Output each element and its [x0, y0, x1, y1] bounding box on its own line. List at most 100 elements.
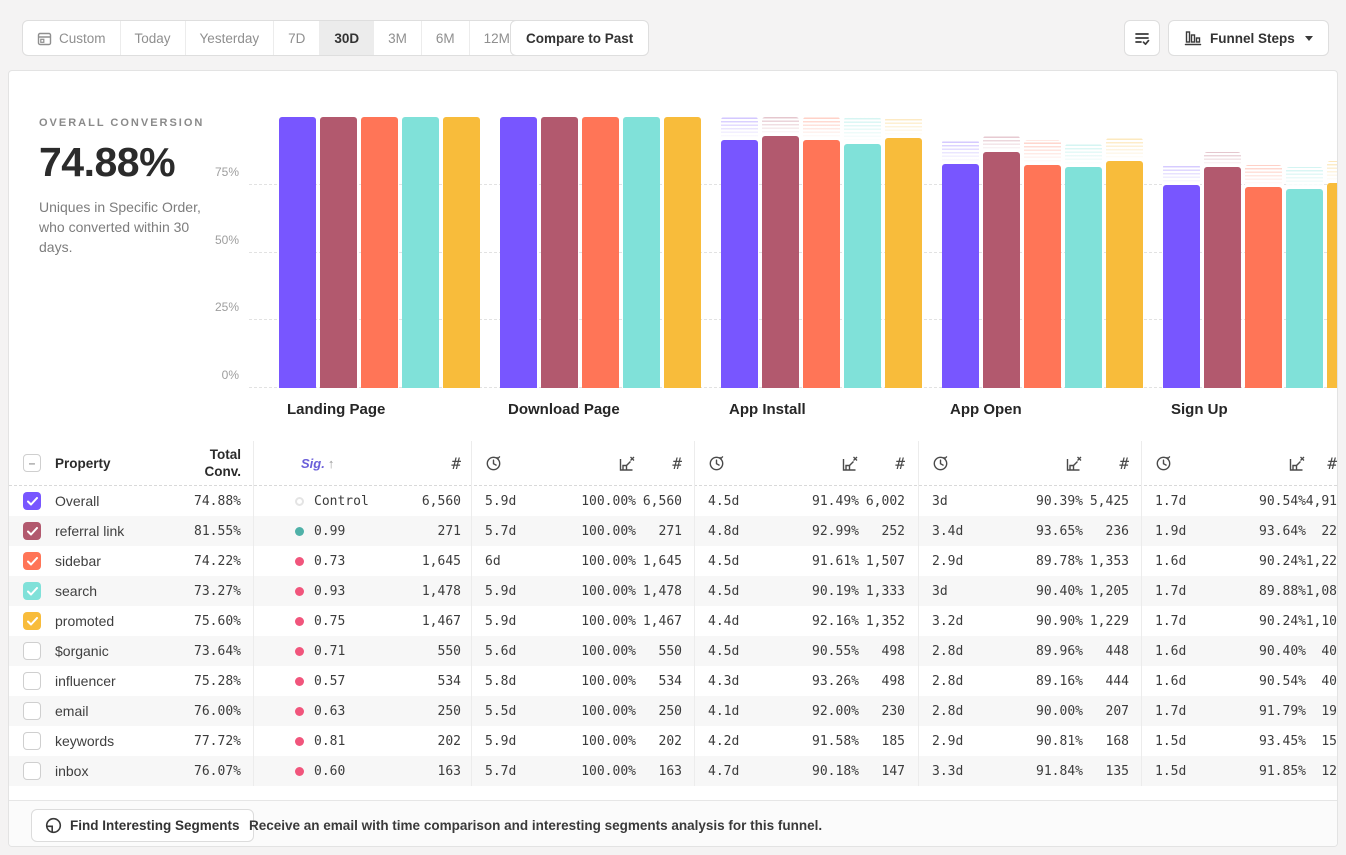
bar-search[interactable] [1065, 167, 1102, 388]
funnel-bar-chart: 0% 25% 50% 75% [9, 117, 1337, 388]
time-to-convert-header-step-3[interactable] [708, 441, 725, 486]
total-conversion-value: 73.27% [194, 583, 241, 599]
compare-to-past-button[interactable]: Compare to Past [510, 20, 650, 56]
bar-search[interactable] [402, 117, 439, 388]
bar-group-app-install [721, 117, 922, 388]
conversion-rate-header-step-2[interactable] [596, 441, 636, 486]
overall-conversion-label: OVERALL CONVERSION [39, 117, 205, 129]
segment-checkbox[interactable] [23, 522, 41, 540]
range-30d[interactable]: 30D [320, 21, 375, 55]
bar-Overall[interactable] [942, 163, 979, 388]
segment-checkbox[interactable] [23, 702, 41, 720]
count-header-step-3[interactable]: # [895, 454, 905, 473]
segment-name: inbox [55, 763, 89, 779]
segment-checkbox[interactable] [23, 642, 41, 660]
select-all-checkbox[interactable]: – [23, 454, 41, 472]
funnel-steps-view-button[interactable]: Funnel Steps [1168, 20, 1329, 56]
segment-checkbox[interactable] [23, 612, 41, 630]
bar-promoted[interactable] [1106, 160, 1143, 388]
segment-checkbox[interactable] [23, 492, 41, 510]
funnel-report-card: OVERALL CONVERSION 74.88% Uniques in Spe… [8, 70, 1338, 847]
table-row-referral-link: referral link 81.55% 0.99 271 5.7d 100.00% 271… [9, 516, 1337, 546]
step-5-count: 4,91 [1305, 493, 1337, 509]
count-header-step-4[interactable]: # [1119, 454, 1129, 473]
segment-checkbox[interactable] [23, 582, 41, 600]
segment-checkbox[interactable] [23, 672, 41, 690]
segment-checkbox[interactable] [23, 762, 41, 780]
segment-checkbox[interactable] [23, 552, 41, 570]
time-to-convert-header-step-5[interactable] [1155, 441, 1172, 486]
bar-Overall[interactable] [279, 117, 316, 388]
total-conversion-value: 76.07% [194, 763, 241, 779]
sig-column-header[interactable]: Sig. ↑ [301, 456, 335, 471]
table-row-email: email 76.00% 0.63 250 5.5d 100.00% 250 4.1d 92.0… [9, 696, 1337, 726]
significance-value: 0.73 [295, 546, 345, 576]
segment-checkbox[interactable] [23, 732, 41, 750]
bar-referral-link[interactable] [983, 152, 1020, 388]
range-6m[interactable]: 6M [422, 21, 470, 55]
step-label-app-install: App Install [729, 401, 806, 418]
count-header-step-1[interactable]: # [451, 454, 461, 473]
total-conversion-value: 75.28% [194, 673, 241, 689]
bar-search[interactable] [844, 143, 881, 388]
step-5-count: 40 [1321, 673, 1337, 689]
metrics-list-button[interactable] [1124, 20, 1160, 56]
bar-Overall[interactable] [500, 117, 537, 388]
step-3-time: 4.8d [708, 523, 740, 539]
step-1-count: 163 [437, 763, 461, 779]
bar-promoted[interactable] [443, 117, 480, 388]
step-3-count: 1,507 [865, 553, 905, 569]
y-axis-tick-75%: 75% [214, 164, 239, 179]
total-conversion-value: 73.64% [194, 643, 241, 659]
count-header-step-5[interactable]: # [1327, 454, 1337, 473]
range-today[interactable]: Today [121, 21, 186, 55]
significance-value: 0.93 [295, 576, 345, 606]
step-5-count: 15 [1321, 733, 1337, 749]
bar-referral-link[interactable] [762, 136, 799, 388]
range-3m[interactable]: 3M [374, 21, 422, 55]
conversion-rate-header-step-4[interactable] [1043, 441, 1083, 486]
bar-referral-link[interactable] [1204, 167, 1241, 388]
bar-sidebar[interactable] [1245, 186, 1282, 388]
bar-search[interactable] [623, 117, 660, 388]
step-4-count: 1,205 [1089, 583, 1129, 599]
bar-Overall[interactable] [1163, 185, 1200, 388]
step-4-conversion: 90.40% [1036, 583, 1083, 599]
range-custom[interactable]: Custom [23, 21, 121, 55]
bar-search[interactable] [1286, 189, 1323, 388]
range-12m[interactable]: 12M [470, 21, 524, 55]
bar-Overall[interactable] [721, 140, 758, 388]
find-interesting-segments-button[interactable]: Find Interesting Segments [31, 809, 254, 842]
total-conversion-value: 76.00% [194, 703, 241, 719]
bar-dropoff-referral-link [762, 117, 799, 136]
bar-sidebar[interactable] [361, 117, 398, 388]
step-5-time: 1.7d [1155, 493, 1187, 509]
step-2-conversion: 100.00% [581, 613, 636, 629]
step-4-conversion: 90.00% [1036, 703, 1083, 719]
bar-referral-link[interactable] [320, 117, 357, 388]
range-7d[interactable]: 7D [274, 21, 321, 55]
range-yesterday[interactable]: Yesterday [186, 21, 275, 55]
time-to-convert-header-step-4[interactable] [932, 441, 949, 486]
time-to-convert-header-step-2[interactable] [485, 441, 502, 486]
bar-promoted[interactable] [1327, 183, 1337, 388]
step-3-count: 498 [881, 673, 905, 689]
bar-promoted[interactable] [885, 138, 922, 388]
segment-name: sidebar [55, 553, 101, 569]
step-2-time: 5.9d [485, 583, 517, 599]
bar-sidebar[interactable] [582, 117, 619, 388]
funnel-steps-label: Funnel Steps [1210, 30, 1295, 46]
bar-promoted[interactable] [664, 117, 701, 388]
step-3-time: 4.5d [708, 643, 740, 659]
step-4-count: 444 [1105, 673, 1129, 689]
count-header-step-2[interactable]: # [672, 454, 682, 473]
conversion-rate-header-step-3[interactable] [819, 441, 859, 486]
bar-referral-link[interactable] [541, 117, 578, 388]
range-label: 7D [288, 30, 306, 46]
step-3-conversion: 92.00% [812, 703, 859, 719]
column-separator [694, 441, 695, 786]
conversion-rate-header-step-5[interactable] [1266, 441, 1306, 486]
bar-chart-icon [1184, 30, 1202, 46]
bar-sidebar[interactable] [1024, 165, 1061, 388]
bar-sidebar[interactable] [803, 139, 840, 388]
